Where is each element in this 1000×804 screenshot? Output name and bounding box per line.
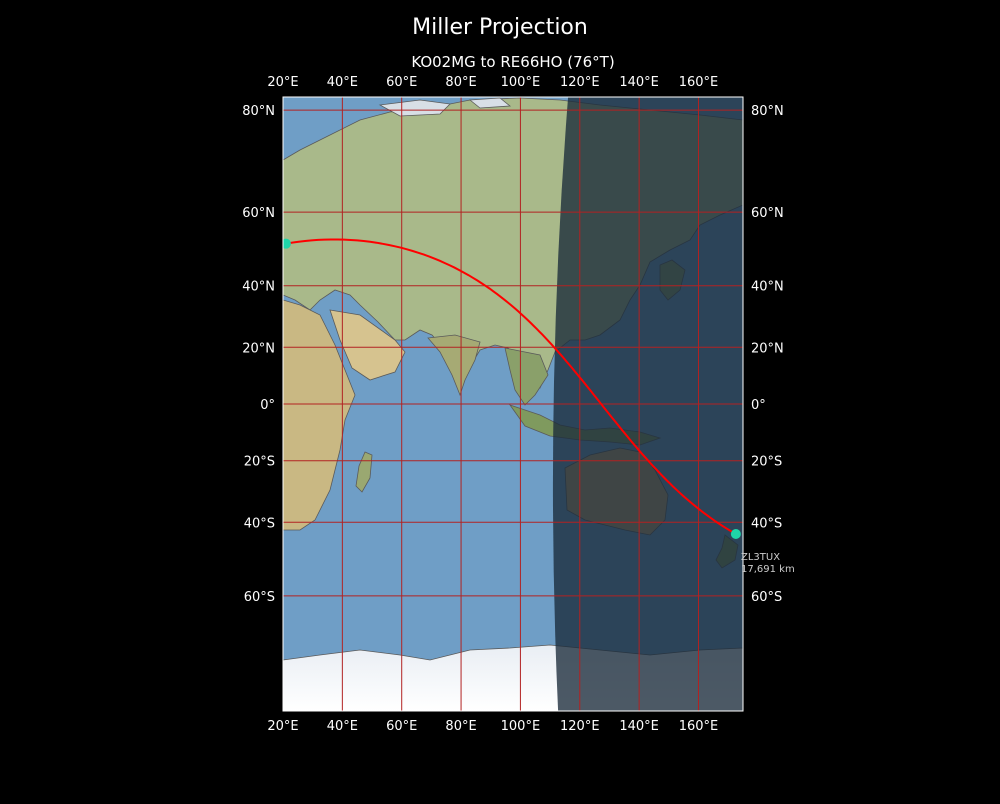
lat-tick-label: 60°N <box>242 206 275 221</box>
lon-tick-label: 120°E <box>560 719 600 734</box>
lat-tick-label: 0° <box>751 398 766 413</box>
lat-tick-label: 20°N <box>242 341 275 356</box>
lon-tick-label: 140°E <box>619 719 659 734</box>
lon-tick-label: 60°E <box>386 75 417 90</box>
southeast-asia-landmass <box>504 347 549 406</box>
lat-tick-label: 60°N <box>751 206 784 221</box>
india-landmass <box>427 334 481 397</box>
lon-tick-label: 60°E <box>386 719 417 734</box>
lat-tick-label: 40°S <box>244 516 275 531</box>
lat-tick-label: 60°S <box>244 590 275 605</box>
end-distance-label: 17,691 km <box>741 564 795 575</box>
lon-tick-label: 80°E <box>445 719 476 734</box>
lon-tick-labels-top: 20°E 40°E 60°E 80°E 100°E 120°E 140°E 160°E <box>267 75 718 90</box>
lat-tick-labels-right: 80°N 60°N 40°N 20°N 0° 20°S 40°S 60°S <box>751 104 784 605</box>
lat-tick-label: 0° <box>260 398 275 413</box>
arabia-landmass <box>329 309 406 381</box>
lon-tick-label: 100°E <box>501 75 541 90</box>
africa-landmass <box>283 299 356 531</box>
map-frame <box>282 96 744 712</box>
arctic-islands <box>378 97 512 117</box>
lon-tick-label: 140°E <box>619 75 659 90</box>
lon-tick-label: 80°E <box>445 75 476 90</box>
lon-tick-label: 100°E <box>501 719 541 734</box>
lon-tick-label: 120°E <box>560 75 600 90</box>
figure-title: Miller Projection <box>412 15 588 40</box>
start-marker <box>283 238 291 249</box>
lon-tick-label: 40°E <box>327 75 358 90</box>
lat-tick-label: 60°S <box>751 590 782 605</box>
end-marker <box>730 529 741 540</box>
lon-tick-label: 20°E <box>267 75 298 90</box>
lat-tick-label: 20°N <box>751 341 784 356</box>
lat-tick-label: 40°N <box>242 280 275 295</box>
lat-tick-label: 40°S <box>751 516 782 531</box>
route-path <box>285 238 737 535</box>
madagascar-landmass <box>355 451 373 493</box>
lat-tick-label: 20°S <box>244 455 275 470</box>
lat-tick-label: 80°N <box>242 104 275 119</box>
end-callsign-label: ZL3TUX <box>741 552 780 563</box>
lon-tick-label: 160°E <box>679 719 719 734</box>
figure-subtitle: KO02MG to RE66HO (76°T) <box>411 53 614 71</box>
lat-tick-label: 80°N <box>751 104 784 119</box>
lon-tick-label: 160°E <box>679 75 719 90</box>
gridlines <box>283 97 743 711</box>
lat-tick-labels-left: 80°N 60°N 40°N 20°N 0° 20°S 40°S 60°S <box>242 104 275 605</box>
map-area <box>283 97 743 711</box>
lon-tick-label: 40°E <box>327 719 358 734</box>
lat-tick-label: 40°N <box>751 280 784 295</box>
lon-tick-label: 20°E <box>267 719 298 734</box>
lon-tick-labels-bottom: 20°E 40°E 60°E 80°E 100°E 120°E 140°E 160°E <box>267 719 718 734</box>
lat-tick-label: 20°S <box>751 455 782 470</box>
